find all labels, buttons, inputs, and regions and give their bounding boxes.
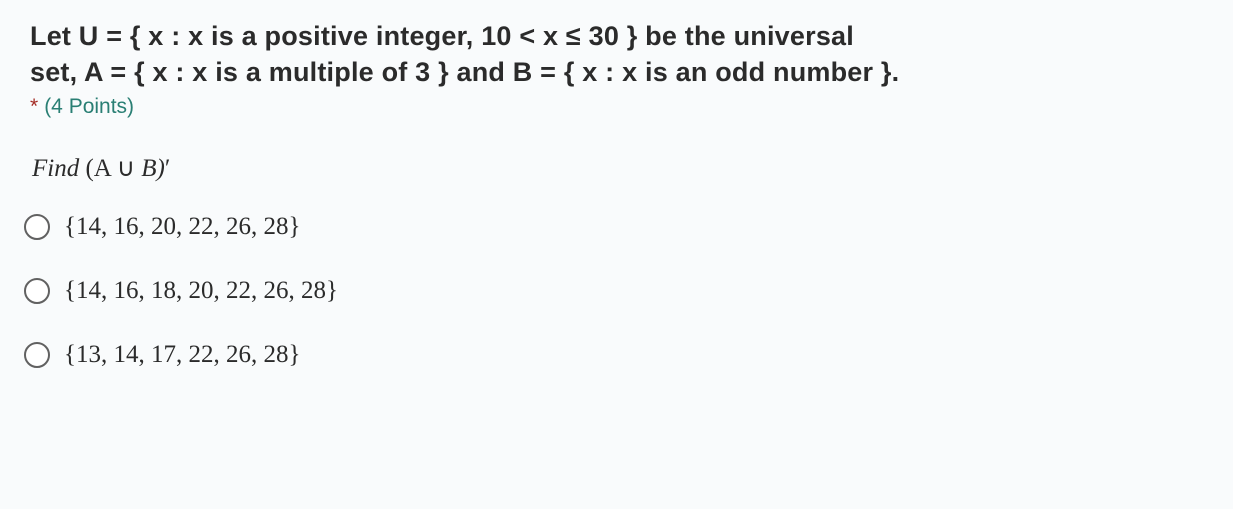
expr-mid: B)	[135, 155, 165, 182]
radio-icon[interactable]	[24, 214, 50, 240]
radio-icon[interactable]	[24, 342, 50, 368]
points-row: * (4 Points)	[30, 95, 1209, 119]
radio-icon[interactable]	[24, 278, 50, 304]
question-card: Let U = { x : x is a positive integer, 1…	[0, 0, 1233, 389]
instruction: Find (A ∪ B)′	[32, 153, 1209, 183]
question-line-2: set, A = { x : x is a multiple of 3 } an…	[30, 57, 899, 87]
option-1[interactable]: {14, 16, 20, 22, 26, 28}	[24, 213, 1209, 241]
find-word: Find	[32, 155, 85, 182]
points-label: (4 Points)	[44, 95, 134, 118]
options-group: {14, 16, 20, 22, 26, 28} {14, 16, 18, 20…	[24, 213, 1209, 369]
question-text: Let U = { x : x is a positive integer, 1…	[30, 18, 1209, 91]
option-3[interactable]: {13, 14, 17, 22, 26, 28}	[24, 341, 1209, 369]
prime-symbol: ′	[165, 155, 170, 182]
option-label: {13, 14, 17, 22, 26, 28}	[64, 341, 301, 369]
required-asterisk: *	[30, 95, 38, 118]
expr-open: (A	[85, 155, 116, 182]
union-symbol: ∪	[117, 155, 135, 182]
option-2[interactable]: {14, 16, 18, 20, 22, 26, 28}	[24, 277, 1209, 305]
option-label: {14, 16, 18, 20, 22, 26, 28}	[64, 277, 338, 305]
option-label: {14, 16, 20, 22, 26, 28}	[64, 213, 301, 241]
question-line-1: Let U = { x : x is a positive integer, 1…	[30, 21, 854, 51]
